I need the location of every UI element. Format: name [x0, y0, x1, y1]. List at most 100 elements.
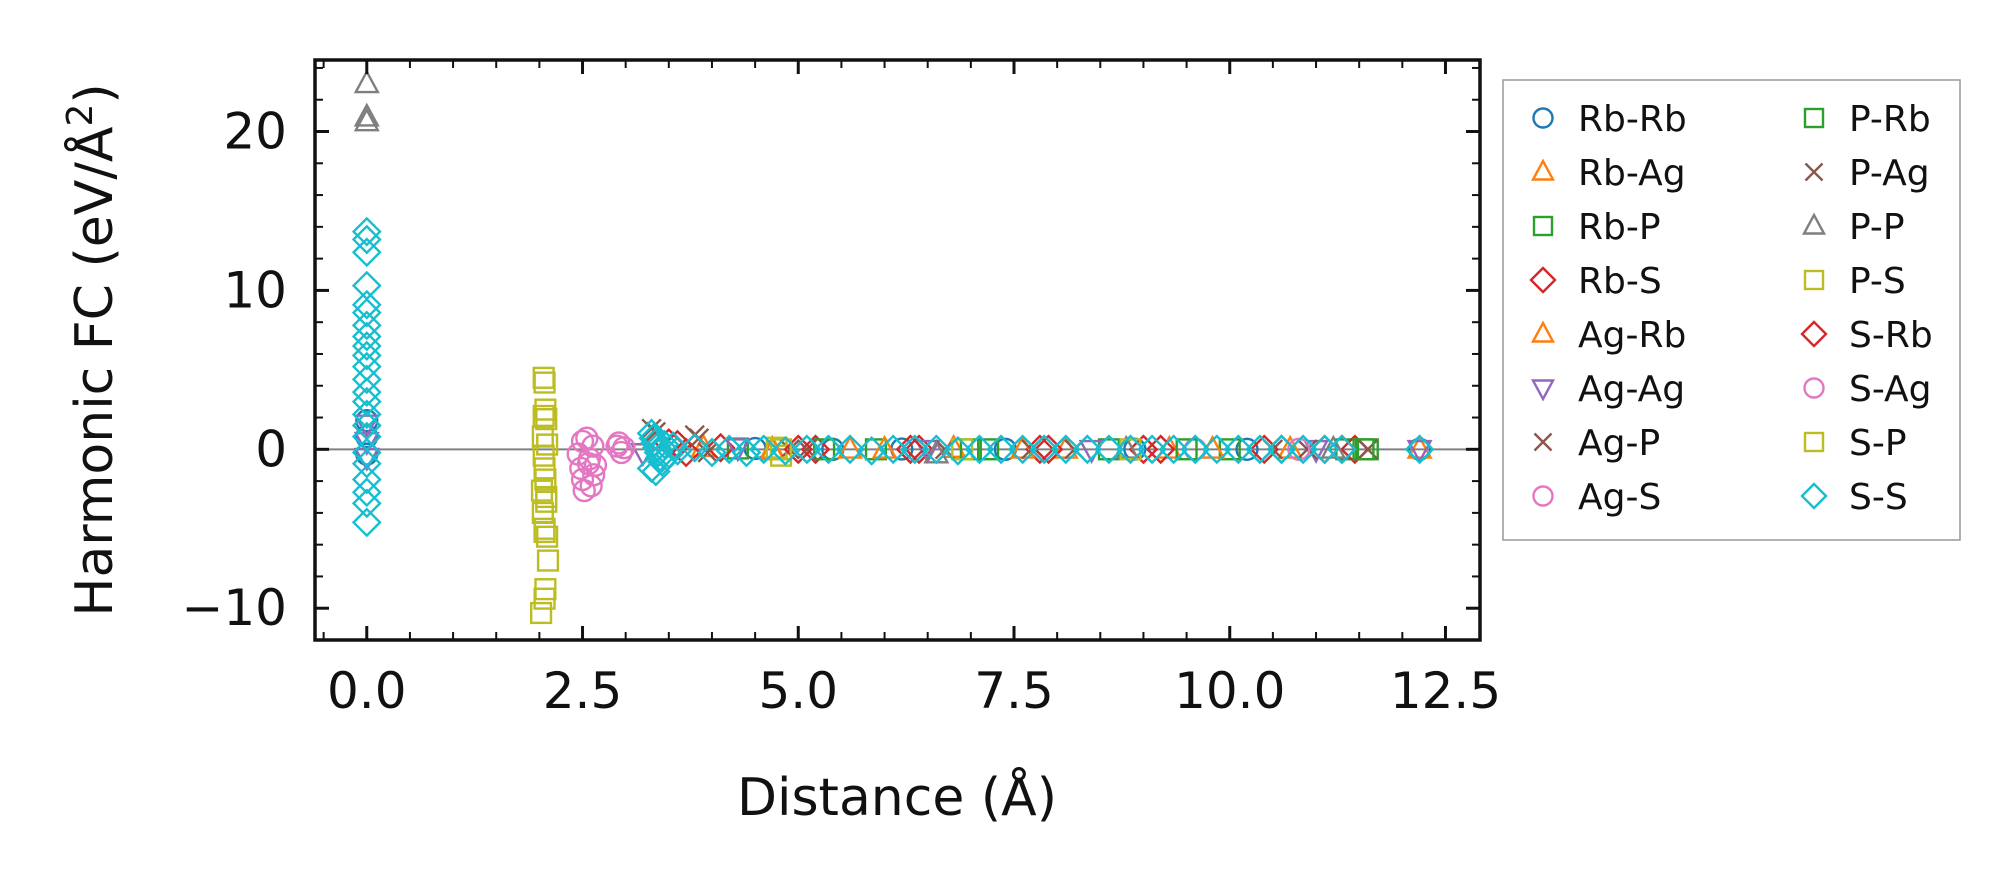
- legend-marker: [1803, 431, 1825, 453]
- data-point: [351, 507, 382, 538]
- data-point: [532, 404, 555, 428]
- data-point: [1158, 434, 1189, 465]
- legend-entry: Rb-P: [1532, 207, 1661, 248]
- legend-entry: P-Rb: [1803, 99, 1931, 140]
- data-point: [536, 525, 559, 548]
- data-point: [679, 432, 710, 463]
- legend-marker: [1530, 320, 1556, 343]
- data-point: [1137, 434, 1167, 465]
- legend-frame: [1502, 79, 1961, 541]
- legend-entry: Rb-S: [1529, 261, 1662, 302]
- legend-label: P-P: [1849, 207, 1905, 248]
- legend-label: S-S: [1849, 477, 1908, 518]
- data-point: [1297, 439, 1318, 460]
- data-point: [1072, 434, 1103, 465]
- data-point: [1245, 434, 1275, 465]
- data-point: [351, 297, 382, 328]
- legend-marker: [1804, 162, 1824, 182]
- data-point: [1266, 434, 1297, 465]
- data-point: [535, 408, 558, 431]
- legend-entry: Rb-Ag: [1530, 153, 1686, 194]
- data-point: [351, 310, 382, 341]
- legend-entry: S-P: [1803, 423, 1907, 464]
- data-point: [1175, 438, 1198, 461]
- data-point: [351, 488, 382, 519]
- legend-label: P-Rb: [1849, 99, 1931, 140]
- data-point: [351, 237, 382, 268]
- legend-label: Rb-Rb: [1578, 99, 1687, 140]
- data-point: [1327, 434, 1357, 465]
- legend-label: Rb-S: [1578, 261, 1662, 302]
- y-axis-title: Harmonic FC (eV/Å2): [60, 83, 125, 616]
- legend-label: Ag-Rb: [1578, 315, 1686, 356]
- markers-layer: [351, 69, 1435, 625]
- legend-label: Rb-P: [1578, 207, 1661, 248]
- data-point: [662, 436, 693, 466]
- x-tick-label: 10.0: [1174, 662, 1285, 720]
- data-point: [351, 464, 382, 495]
- data-point: [536, 433, 559, 456]
- data-point: [609, 440, 634, 465]
- data-point: [697, 442, 718, 463]
- legend-marker: [1530, 379, 1556, 402]
- data-point: [1145, 434, 1176, 465]
- x-tick-label: 12.5: [1390, 662, 1501, 720]
- legend-label: S-Rb: [1849, 315, 1933, 356]
- y-tick-label: 20: [223, 103, 287, 161]
- legend-label: Rb-Ag: [1578, 153, 1686, 194]
- data-point: [536, 549, 560, 572]
- legend-entry: Rb-Rb: [1532, 99, 1687, 140]
- legend-label: S-P: [1849, 423, 1907, 464]
- legend: Rb-Rb Rb-Ag Rb-P Rb-S Ag-Rb Ag-Ag Ag-P Ag-S P-Rb…: [1502, 79, 1961, 541]
- data-point: [351, 331, 382, 361]
- legend-entry: Ag-S: [1532, 477, 1661, 518]
- legend-marker: [1800, 320, 1828, 348]
- legend-entry: P-S: [1803, 261, 1906, 302]
- legend-entry: Ag-P: [1533, 423, 1660, 464]
- y-axis-title-close: ): [65, 83, 125, 103]
- data-point: [1050, 434, 1081, 465]
- legend-label: P-S: [1849, 261, 1906, 302]
- data-point: [921, 434, 952, 465]
- data-point: [748, 434, 779, 465]
- data-point: [1277, 434, 1304, 459]
- data-point: [353, 102, 380, 127]
- y-tick-label: 10: [223, 261, 287, 319]
- data-point: [640, 456, 671, 487]
- legend-label: Ag-Ag: [1578, 369, 1685, 410]
- legend-label: P-Ag: [1849, 153, 1930, 194]
- legend-marker: [1529, 266, 1557, 294]
- data-point: [576, 451, 601, 476]
- data-point: [964, 434, 995, 465]
- legend-entry: Ag-Ag: [1530, 369, 1685, 410]
- data-point: [605, 434, 629, 458]
- y-tick-label: −10: [181, 579, 287, 637]
- series-ag-s: [566, 426, 1207, 503]
- data-point: [653, 439, 684, 469]
- data-point: [837, 434, 864, 459]
- data-point: [530, 479, 554, 502]
- data-point: [1007, 434, 1038, 465]
- data-point: [351, 216, 382, 247]
- data-point: [977, 438, 1000, 461]
- legend-marker: [1533, 432, 1553, 452]
- data-point: [533, 371, 556, 394]
- data-point: [986, 434, 1016, 465]
- tick-labels-layer: 0.0 2.5 5.0 7.5 10.0 12.5 −10 0 10 20: [181, 103, 1501, 720]
- data-point: [351, 377, 382, 408]
- data-point: [353, 107, 380, 132]
- data-point: [353, 69, 380, 94]
- data-point: [1115, 434, 1146, 465]
- data-point: [535, 485, 558, 509]
- data-point: [1406, 439, 1433, 464]
- data-point: [582, 463, 606, 487]
- data-point: [1029, 434, 1060, 465]
- legend-entry: S-Rb: [1800, 315, 1933, 356]
- data-point: [943, 436, 973, 466]
- data-point: [1094, 434, 1124, 465]
- data-point: [1235, 437, 1259, 461]
- legend-label: S-Ag: [1849, 369, 1932, 410]
- data-point: [351, 386, 382, 417]
- data-point: [581, 434, 605, 458]
